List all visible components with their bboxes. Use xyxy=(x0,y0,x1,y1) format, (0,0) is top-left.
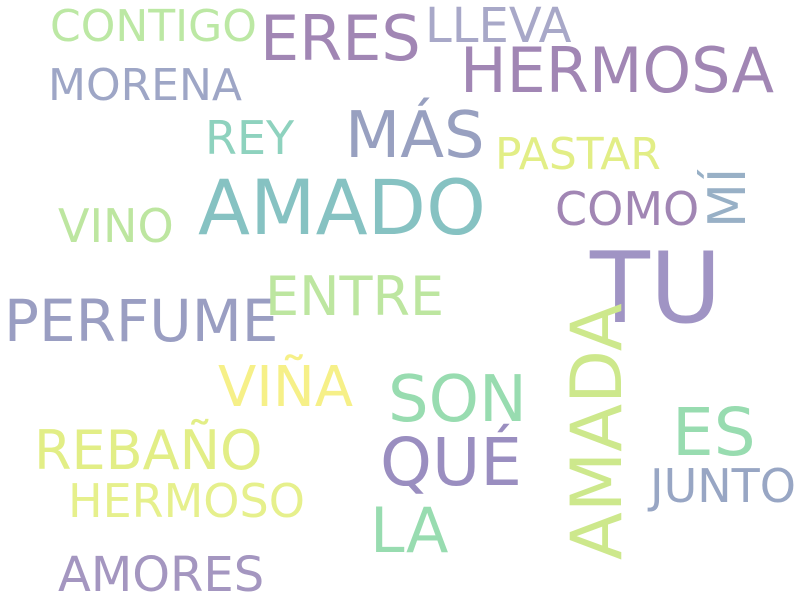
word-junto: JUNTO xyxy=(650,459,796,513)
word-que: QUÉ xyxy=(380,424,522,501)
word-vino: VINO xyxy=(58,199,174,253)
word-rebano: REBAÑO xyxy=(34,419,263,482)
word-amada: AMADA xyxy=(556,303,638,560)
word-amores: AMORES xyxy=(58,547,265,600)
word-amado: AMADO xyxy=(198,163,486,252)
word-mas: MÁS xyxy=(345,99,485,173)
word-hermosa: HERMOSA xyxy=(460,34,775,107)
word-pastar: PASTAR xyxy=(495,129,661,180)
word-contigo: CONTIGO xyxy=(50,1,257,52)
word-lleva: LLEVA xyxy=(425,0,572,54)
word-eres: ERES xyxy=(260,2,421,75)
word-rey: REY xyxy=(205,111,295,165)
word-hermoso: HERMOSO xyxy=(68,474,305,528)
word-la: LA xyxy=(370,494,449,567)
word-son: SON xyxy=(388,363,527,437)
word-es: ES xyxy=(672,394,756,471)
word-entre: ENTRE xyxy=(265,265,445,328)
word-mi: MÍ xyxy=(698,167,758,228)
word-morena: MORENA xyxy=(48,60,242,111)
word-tu: TU xyxy=(590,232,722,346)
word-como: COMO xyxy=(555,182,700,236)
word-perfume: PERFUME xyxy=(4,287,279,355)
word-vina: VIÑA xyxy=(218,355,354,420)
